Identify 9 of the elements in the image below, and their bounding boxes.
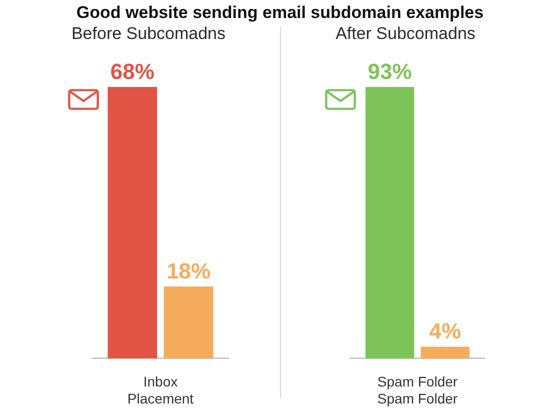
x-tick-label: Spam Folder Spam Folder [377,374,458,406]
data-label: 4% [429,318,462,344]
chart-subtitle: After Subcomadns [334,24,476,44]
data-label: 93% [368,59,412,84]
text: Good website sending email subdomain examples [75,3,485,23]
chart-subtitle: Before Subcomadns [70,24,227,44]
x-tick-label: Inbox Placement [127,374,194,406]
data-label: 68% [110,59,154,84]
data-label: 18% [166,258,211,284]
